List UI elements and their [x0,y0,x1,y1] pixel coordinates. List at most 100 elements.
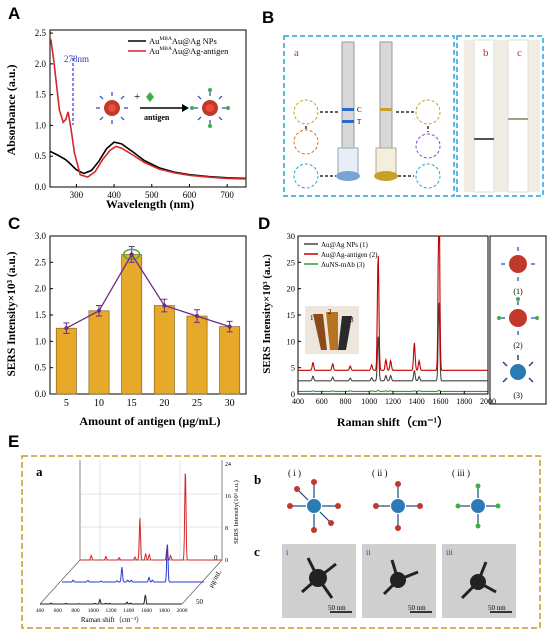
y-tick-label: 2.5 [35,257,47,267]
strip-t-label: T [357,118,362,126]
particle-schematic-ii [373,481,423,531]
waterfall-spectrum [80,473,222,561]
peak-annotation: 278nm [64,54,89,64]
b-label-iii: ( iii ) [452,468,470,478]
complex-circle-2 [293,129,319,155]
x-tick-label: 300 [70,190,84,200]
x-tick-label: 20 [159,398,169,409]
bar [219,326,241,395]
y-axis-title: SERS Intensity×10³ (a.u.) [261,254,273,374]
x-tick-label: 1800 [159,608,170,614]
panel-label-e: E [8,432,20,451]
x-tick-label: 400 [107,190,121,200]
sub-label-b: b [483,47,489,59]
x-tick-label: 1200 [385,397,401,406]
sub-label-c: c [517,47,522,59]
vial-label-2: 2 [328,308,332,316]
z-tick-label: 0 [225,558,228,564]
panel-d-chart: 0 5 10 15 20 25 30 400 600 800 1000 1200 1400 1600 18… [261,231,547,429]
x-tick-label: 600 [183,190,197,200]
x-tick-label: 1400 [409,397,425,406]
x-tick-label: 2000 [177,608,188,614]
sub-label-a: a [36,464,43,479]
depth-tick-0: 0 [214,554,218,562]
z-tick-label: 24 [225,462,231,468]
side-label-2: (2) [513,341,523,350]
c-label-ii: ii [366,548,371,557]
particle-icon-2 [497,297,539,335]
y-tick-label: 1.0 [35,336,47,346]
y-tick-label: 1.0 [35,120,47,130]
bar [55,327,77,395]
side-label-3: (3) [513,391,523,400]
control-line-left [342,108,354,111]
y-tick-label: 25 [287,257,296,267]
legend-entry-1: AuMBAAu@Ag NPs [149,36,217,46]
sub-label-a: a [294,47,299,59]
nanoparticle-icon-after [190,88,230,128]
test-line-left [342,120,354,123]
z-tick-label: 16 [225,494,231,500]
b-label-ii: ( ii ) [372,468,388,478]
panel-label-b: B [262,8,275,27]
particle-schematic-iii [455,483,501,529]
c-label-i: i [286,548,289,557]
panel-e-figure: a b c 400 600 800 1000 1200 1400 1600 1800 2000 … [21,455,541,629]
side-label-1: (1) [513,287,523,296]
x-tick-label: 700 [220,190,234,200]
b-label-i: ( i ) [288,468,301,478]
x-axis-title: Amount of antigen (μg/mL) [79,414,220,428]
z-axis-title: SERS Intensity(10³ a.u.) [233,480,240,544]
bar [121,254,143,395]
legend-entry-2: Au@Ag-antigen (2) [321,251,378,259]
side-legend-box [489,235,547,405]
panel-label-a: A [8,4,21,23]
x-tick-label: 1400 [123,608,134,614]
plus-sign: + [134,91,140,103]
depth-axis-title: μg/mL [207,569,223,589]
scale-bar-iii: 50 nm [488,604,506,612]
complex-circle-1 [293,99,319,125]
sub-label-b: b [254,472,261,487]
photo-line-c [508,118,528,120]
y-tick-label: 2.0 [35,284,47,294]
waterfall-spectrum [62,544,204,583]
x-tick-label: 1600 [433,397,449,406]
x-tick-label: 5 [64,398,69,409]
x-tick-label: 30 [225,398,235,409]
panel-e-box [21,455,541,629]
tem-image-ii [362,544,436,618]
tem-image-i [282,544,356,618]
x-tick-label: 800 [340,397,352,406]
x-tick-label: 400 [36,608,45,614]
y-tick-label: 0.0 [35,389,47,399]
vial-label-1: 1 [310,314,314,322]
x-tick-label: 1000 [88,608,99,614]
x-tick-label: 1200 [106,608,117,614]
trend-line [65,253,230,329]
panel-b-schematic: a C T b c [283,35,544,197]
x-tick-label: 15 [127,398,137,409]
vial-photo-inset [305,306,359,354]
z-tick-label: 8 [225,526,228,532]
y-tick-label: 5 [291,363,295,373]
y-tick-label: 1.5 [35,310,47,320]
bar [153,305,175,395]
x-tick-label: 800 [71,608,80,614]
control-line-right [380,108,392,111]
bar [186,315,208,395]
test-tube-left [336,41,360,181]
test-tube-right [374,41,398,181]
panel-label-d: D [258,214,271,233]
strip-c-label: C [357,106,362,114]
photo-box-bc [456,35,544,197]
panel-label-c: C [8,214,21,233]
y-tick-label: 15 [287,310,296,320]
y-axis-title: SERS Intensity×10³ (a.u.) [6,251,18,376]
waterfall-spectrum [40,594,182,605]
y-tick-label: 2.5 [35,28,47,38]
particle-icon-3 [502,355,534,383]
waterfall-grid [80,460,222,560]
complex-circle-3 [293,163,319,189]
y-tick-label: 3.0 [35,231,47,241]
